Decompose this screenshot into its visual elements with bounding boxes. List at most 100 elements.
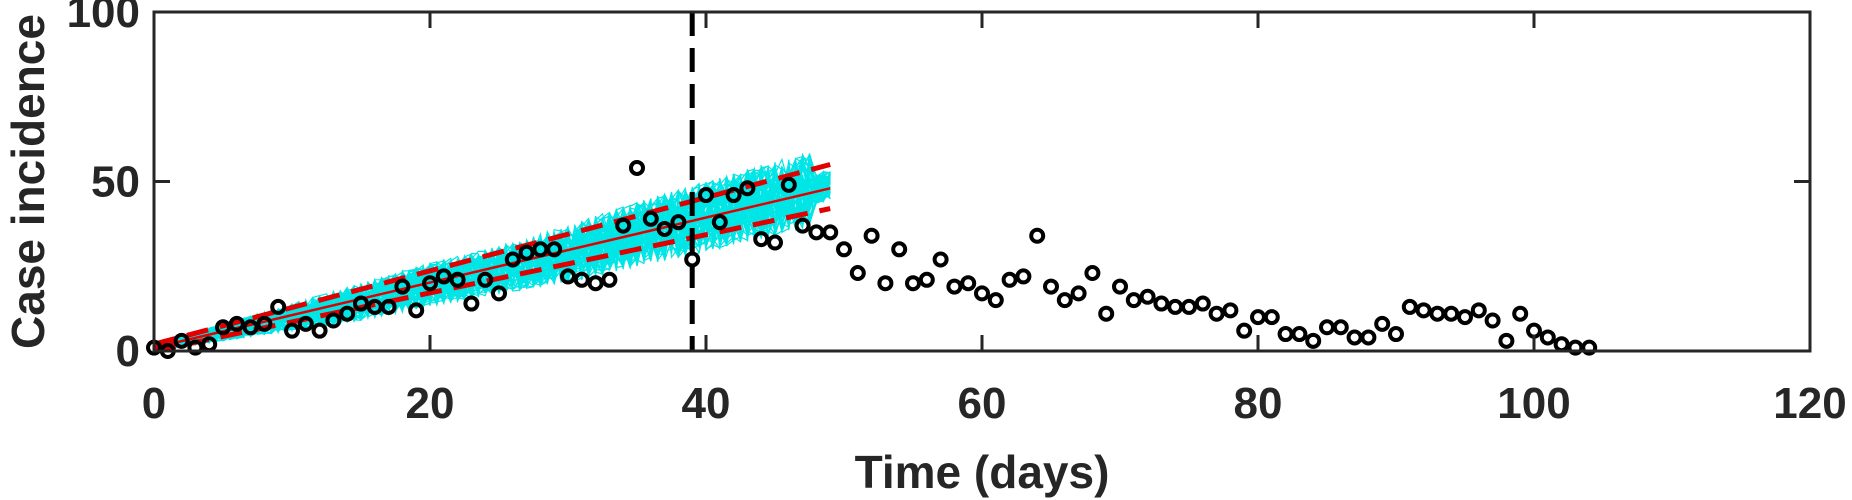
observed-point: [1484, 312, 1501, 329]
observed-point: [656, 220, 673, 237]
observed-point: [491, 285, 507, 302]
observed-point: [560, 268, 576, 285]
observed-point: [380, 298, 397, 315]
observed-point: [215, 319, 231, 336]
y-tick-label: 100: [67, 0, 140, 37]
observed-point: [504, 251, 521, 268]
x-tick-label: 100: [1497, 379, 1570, 428]
observed-point: [1236, 322, 1253, 339]
observed-point: [1374, 315, 1391, 332]
observed-point: [1015, 268, 1032, 285]
observed-point: [780, 176, 797, 193]
observed-point: [739, 180, 756, 197]
observed-point: [1056, 292, 1073, 309]
observed-point: [1429, 305, 1446, 322]
observed-point: [1512, 305, 1529, 322]
observed-point: [767, 234, 783, 251]
x-axis-label: Time (days): [855, 446, 1110, 498]
observed-point: [1194, 295, 1211, 312]
observed-point: [836, 241, 852, 258]
observed-point: [408, 302, 425, 319]
observed-point: [725, 187, 742, 204]
observed-point: [849, 265, 866, 282]
observed-point: [808, 224, 825, 241]
observed-point: [1581, 339, 1598, 356]
observed-point: [394, 278, 411, 295]
observed-point: [201, 336, 218, 353]
observed-point: [546, 241, 563, 258]
x-tick-label: 60: [958, 379, 1007, 428]
observed-point: [1443, 305, 1460, 322]
x-axis-ticks: 0 20 40 60 80 100 120: [142, 12, 1847, 428]
observed-point: [946, 278, 963, 295]
observed-point: [422, 275, 438, 292]
observed-point: [463, 295, 480, 312]
x-tick-label: 40: [682, 379, 731, 428]
observed-point: [1401, 298, 1418, 315]
observed-point: [270, 298, 287, 315]
observed-point: [753, 231, 770, 248]
observed-point: [1167, 298, 1184, 315]
observed-point: [1388, 326, 1404, 343]
observed-point: [1415, 302, 1432, 319]
observed-point: [325, 312, 342, 329]
observed-point: [863, 227, 880, 244]
observed-point: [1553, 336, 1570, 353]
observed-point: [242, 319, 259, 336]
observed-point: [1084, 265, 1101, 282]
observed-point: [1319, 319, 1335, 336]
observed-point: [601, 271, 618, 288]
observed-point: [1222, 302, 1239, 319]
observed-point: [1112, 278, 1128, 295]
observed-point: [891, 241, 908, 258]
observed-point: [477, 271, 494, 288]
observed-point: [974, 285, 990, 302]
observed-point: [1070, 285, 1087, 302]
observed-point: [435, 268, 452, 285]
y-axis-ticks: 0 50 100: [67, 0, 1810, 376]
observed-point: [284, 322, 300, 339]
observed-point: [353, 295, 369, 312]
x-tick-label: 120: [1773, 379, 1846, 428]
observed-point: [670, 214, 687, 231]
y-tick-label: 0: [116, 327, 140, 376]
observed-point: [987, 292, 1004, 309]
observed-point: [1277, 326, 1294, 343]
observed-point: [711, 214, 728, 231]
observed-point: [1001, 271, 1018, 288]
observed-point: [1470, 302, 1487, 319]
observed-point: [960, 275, 977, 292]
observed-point: [794, 217, 811, 234]
observed-point: [877, 275, 894, 292]
observed-data-points: [146, 159, 1598, 359]
observed-point: [228, 315, 245, 332]
observed-point: [518, 244, 535, 261]
observed-point: [256, 315, 273, 332]
observed-point: [1305, 332, 1322, 349]
observed-point: [297, 315, 314, 332]
observed-point: [1125, 292, 1142, 309]
x-tick-label: 0: [142, 379, 166, 428]
observed-point: [1332, 319, 1349, 336]
observed-point: [1526, 322, 1542, 339]
observed-point: [698, 187, 714, 204]
observed-point: [932, 251, 949, 268]
observed-point: [1029, 227, 1046, 244]
y-axis-label: Case incidence: [2, 14, 54, 349]
simulation-curve: [153, 173, 831, 349]
observed-point: [642, 210, 659, 227]
observed-point: [684, 251, 701, 268]
observed-point: [187, 339, 204, 356]
observed-point: [822, 224, 839, 241]
fit-upper-bound-line: [153, 162, 831, 347]
observed-point: [1208, 305, 1225, 322]
observed-point: [587, 275, 604, 292]
observed-point: [311, 322, 328, 339]
observed-point: [173, 332, 190, 349]
observed-point: [1346, 329, 1363, 346]
observed-point: [573, 271, 590, 288]
observed-point: [1139, 288, 1156, 305]
observed-point: [1263, 309, 1280, 326]
observed-point: [339, 305, 356, 322]
observed-point: [1250, 309, 1266, 326]
